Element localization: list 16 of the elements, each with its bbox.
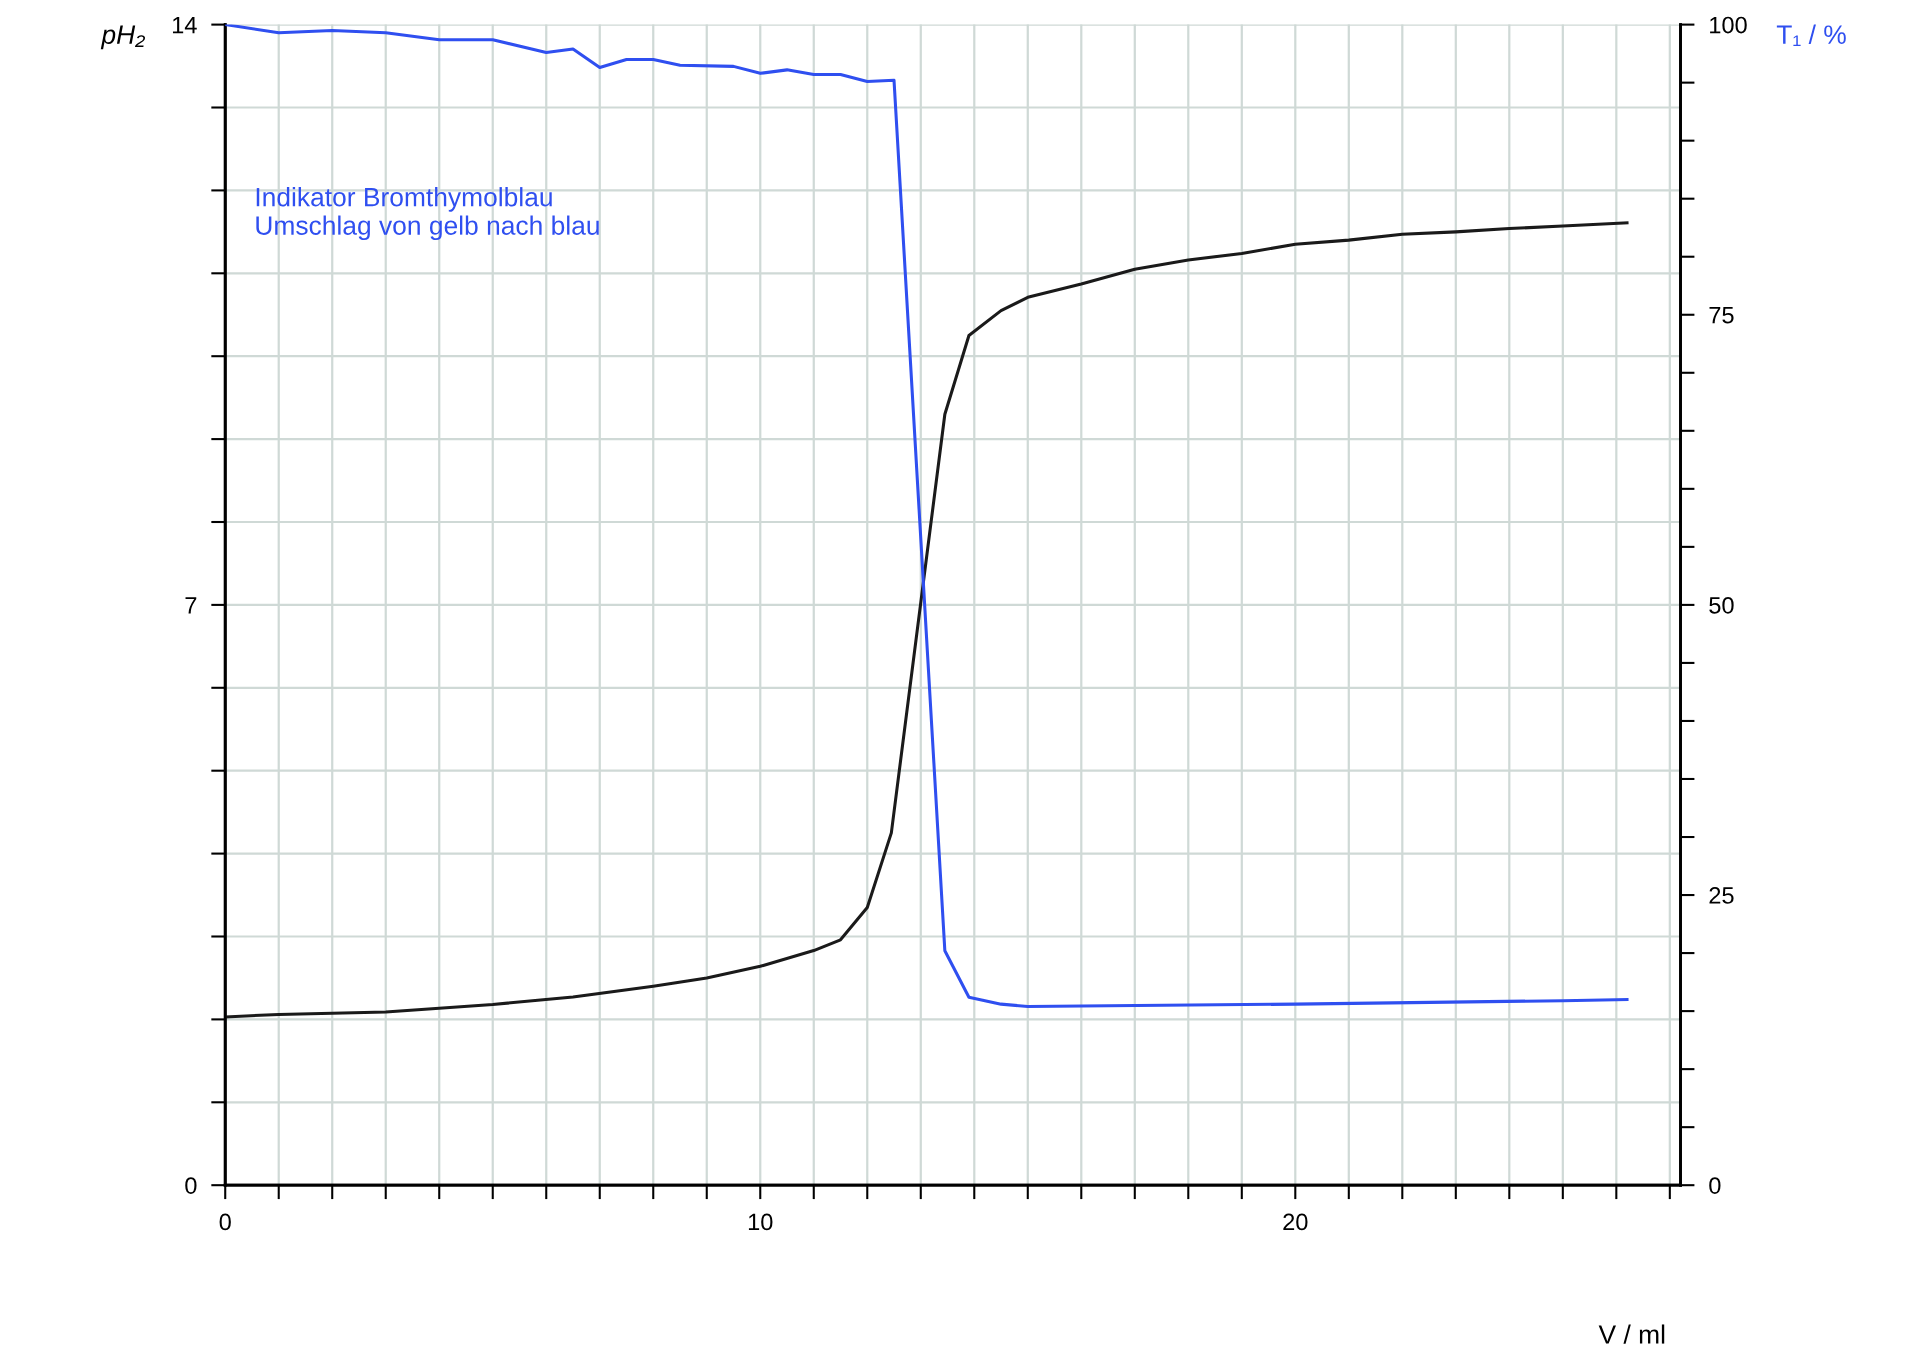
y2-axis-title: T₁ / % — [1776, 24, 1846, 46]
line-series — [225, 24, 1629, 1008]
y-axis-title: pH₂ — [100, 25, 146, 50]
annotation: Indikator Bromthymolblau Umschlag von gelb nach blau — [256, 187, 599, 241]
y-tick-label: 14 — [172, 16, 197, 34]
y-tick-label: 7 — [185, 597, 197, 614]
y2-tick-label: 75 — [1709, 307, 1734, 324]
x-tick-label: 20 — [1283, 1213, 1308, 1231]
y2-tick-label: 25 — [1709, 887, 1734, 904]
y-tick-label: 0 — [185, 1177, 197, 1194]
x-tick-label: 10 — [748, 1213, 773, 1231]
y2-tick-label: 0 — [1709, 1177, 1721, 1194]
x-tick-label: 0 — [219, 1213, 231, 1231]
y2-tick-label: 100 — [1710, 16, 1747, 34]
x-axis-title: V / ml — [1598, 1324, 1665, 1344]
y2-tick-label: 50 — [1709, 596, 1734, 614]
